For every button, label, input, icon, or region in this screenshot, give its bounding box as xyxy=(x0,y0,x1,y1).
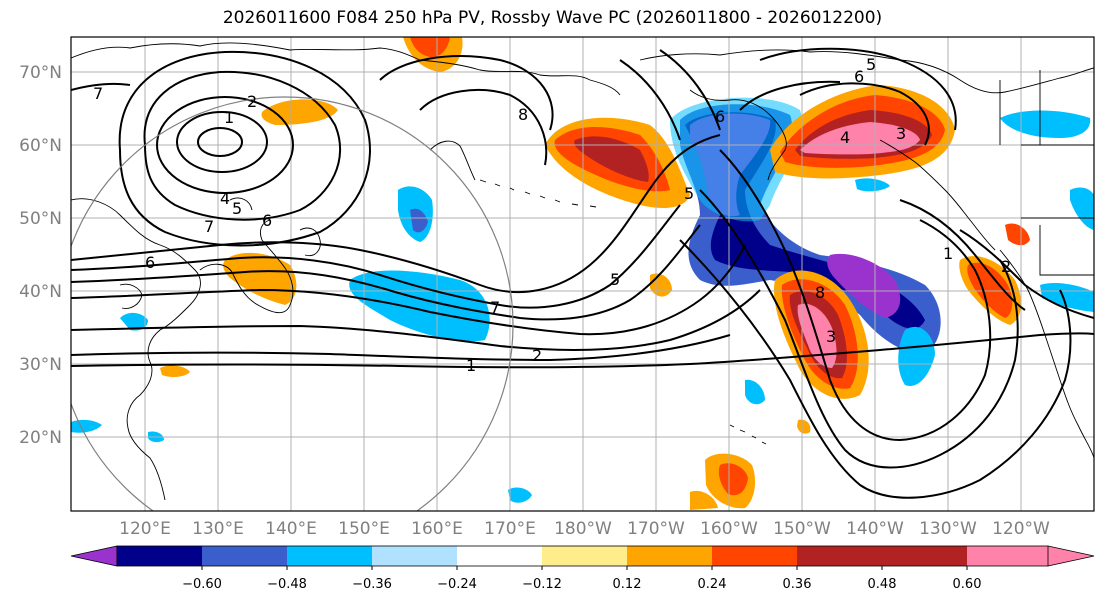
colorbar-tick-label: 0.48 xyxy=(868,577,897,592)
colorbar-tick-label: 0.12 xyxy=(613,577,642,592)
contour-label: 8 xyxy=(815,283,825,302)
colorbar-tick-label: −0.24 xyxy=(437,577,477,592)
colorbar-segment xyxy=(372,546,457,566)
lon-label: 120°E xyxy=(119,519,171,539)
colorbar xyxy=(70,545,1095,567)
lat-label: 40°N xyxy=(19,282,62,302)
shade-negative-155w xyxy=(855,178,890,192)
contour-label: 7 xyxy=(490,298,500,317)
contour-label: 3 xyxy=(896,124,906,143)
lon-label: 150°E xyxy=(338,519,390,539)
colorbar-segment xyxy=(712,546,797,566)
contour-label: 5 xyxy=(684,184,694,203)
contour-label: 4 xyxy=(840,128,850,147)
lon-label: 170°W xyxy=(627,519,685,539)
shade-positive-170e-inner xyxy=(574,136,649,182)
contour-label: 6 xyxy=(145,253,155,272)
pv-contours xyxy=(71,47,1094,499)
colorbar-segment xyxy=(202,546,287,566)
lon-label: 170°E xyxy=(484,519,536,539)
shade-negative-far-east xyxy=(1000,110,1091,138)
colorbar-segment-firebrick xyxy=(882,546,967,566)
shade-positive-small-3 xyxy=(797,419,811,434)
contour-label: 5 xyxy=(866,55,876,74)
shade-negative-165w xyxy=(745,379,765,405)
longitude-labels: 120°E 130°E 140°E 150°E 160°E 170°E 180°… xyxy=(119,519,1050,539)
lon-label: 150°W xyxy=(773,519,831,539)
contour-label: 6 xyxy=(854,67,864,86)
contour-label: 5 xyxy=(232,199,242,218)
shade-negative-173w xyxy=(508,487,532,503)
contour-label: 7 xyxy=(204,217,214,236)
lon-label: 160°W xyxy=(700,519,758,539)
latitude-labels: 70°N 60°N 50°N 40°N 30°N 20°N xyxy=(19,63,62,448)
colorbar-outline xyxy=(116,545,1049,567)
colorbar-segment xyxy=(287,546,372,566)
colorbar-tick-label: 0.24 xyxy=(698,577,727,592)
shade-negative-skyblue-east xyxy=(898,326,935,386)
lon-label: 130°W xyxy=(919,519,977,539)
shade-negative-coast xyxy=(1040,282,1094,312)
shade-positive-140w-pink xyxy=(800,122,920,155)
contour-label: 1 xyxy=(943,244,953,263)
shade-positive-small-2 xyxy=(160,365,190,377)
lon-label: 120°W xyxy=(992,519,1050,539)
lat-label: 70°N xyxy=(19,63,62,83)
contour-label: 3 xyxy=(826,327,836,346)
colorbar-segment xyxy=(797,546,882,566)
contour-label: 4 xyxy=(220,189,230,208)
colorbar-segment xyxy=(542,546,627,566)
map-title: 2026011600 F084 250 hPa PV, Rossby Wave … xyxy=(222,8,883,28)
colorbar-ticks xyxy=(201,566,968,570)
colorbar-tick-label: 0.60 xyxy=(953,577,982,592)
shade-negative-120e xyxy=(120,312,148,331)
lat-label: 20°N xyxy=(19,428,62,448)
lon-label: 140°E xyxy=(265,519,317,539)
lon-label: 140°W xyxy=(846,519,904,539)
colorbar-tick-label: −0.48 xyxy=(267,577,307,592)
colorbar-segment xyxy=(117,546,202,566)
lat-label: 60°N xyxy=(19,136,62,156)
contour-label: 1 xyxy=(224,108,234,127)
contour-label: 2 xyxy=(247,92,257,111)
shade-negative-bc xyxy=(1070,187,1094,230)
shade-positive-1005 xyxy=(1005,223,1030,246)
contour-label: 6 xyxy=(715,107,725,126)
colorbar-tick-labels: −0.60 −0.48 −0.36 −0.24 −0.12 0.12 0.24 … xyxy=(182,577,981,592)
colorbar-segment xyxy=(627,546,712,566)
lon-label: 130°E xyxy=(192,519,244,539)
contour-label: 8 xyxy=(518,105,528,124)
radius-circle xyxy=(71,96,514,511)
lon-label: 160°E xyxy=(411,519,463,539)
shade-negative-purple-2 xyxy=(827,253,901,318)
colorbar-tick-label: −0.36 xyxy=(352,577,392,592)
shade-positive-japan xyxy=(223,252,297,305)
contour-label: 7 xyxy=(93,84,103,103)
colorbar-tick-label: 0.36 xyxy=(783,577,812,592)
plot-border xyxy=(70,36,1095,512)
colorbar-segment xyxy=(457,546,542,566)
lat-label: 50°N xyxy=(19,209,62,229)
contour-label: 6 xyxy=(262,211,272,230)
contour-label: 1 xyxy=(466,356,476,375)
colorbar-tick-label: −0.12 xyxy=(522,577,562,592)
contour-label: 2 xyxy=(532,346,542,365)
colorbar-left-extension xyxy=(70,545,118,567)
contour-label: 5 xyxy=(610,270,620,289)
colorbar-tick-label: −0.60 xyxy=(182,577,222,592)
shade-skyblue-halo xyxy=(670,97,803,222)
lat-label: 30°N xyxy=(19,355,62,375)
contour-label: 2 xyxy=(1001,257,1011,276)
contour-labels: 7 2 1 4 5 6 7 6 7 2 1 8 5 6 5 4 3 1 2 5 … xyxy=(93,55,1011,375)
lon-label: 180°W xyxy=(554,519,612,539)
